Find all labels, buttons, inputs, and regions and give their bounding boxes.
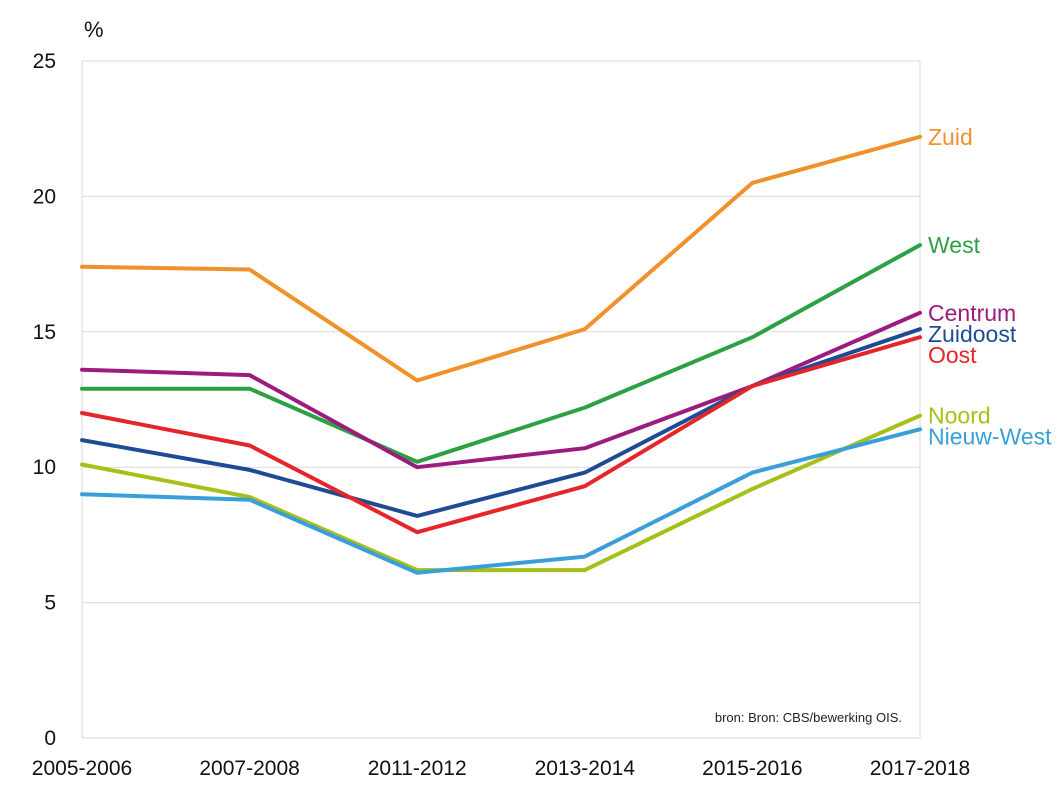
x-tick-label: 2007-2008 (199, 757, 299, 780)
series-label-oost: Oost (928, 342, 977, 368)
source-note: bron: Bron: CBS/bewerking OIS. (715, 710, 902, 725)
series-label-noord: Noord (928, 403, 991, 429)
series-label-west: West (928, 232, 981, 258)
x-tick-label: 2011-2012 (368, 757, 467, 780)
x-tick-label: 2005-2006 (32, 757, 132, 780)
y-tick-label: 25 (33, 50, 56, 73)
series-line-nieuw-west (80, 427, 922, 575)
axes: 0 5 10 15 20 25 2005-2006 2007-2008 2011-2012 201… (32, 50, 970, 780)
series-line-west (80, 243, 922, 464)
series-line-zuid (80, 134, 922, 383)
y-tick-label: 20 (33, 185, 56, 208)
y-tick-label: 5 (44, 592, 56, 615)
series-line-centrum (80, 310, 922, 470)
y-tick-label: 10 (33, 456, 56, 479)
x-tick-label: 2015-2016 (702, 757, 802, 780)
x-tick-label: 2013-2014 (535, 757, 636, 780)
series-label-zuidoost: Zuidoost (928, 321, 1017, 347)
y-axis-unit-label: % (84, 17, 104, 42)
y-tick-label: 15 (33, 321, 56, 344)
gridlines (82, 60, 920, 604)
series-label-nieuw-west: Nieuw-West (928, 424, 1052, 450)
x-tick-label: 2017-2018 (870, 757, 970, 780)
series-lines (80, 134, 922, 575)
series-line-oost (80, 335, 922, 535)
y-tick-label: 0 (44, 727, 56, 750)
series-label-zuid: Zuid (928, 124, 973, 150)
series-label-centrum: Centrum (928, 300, 1016, 326)
series-line-noord (80, 413, 922, 573)
